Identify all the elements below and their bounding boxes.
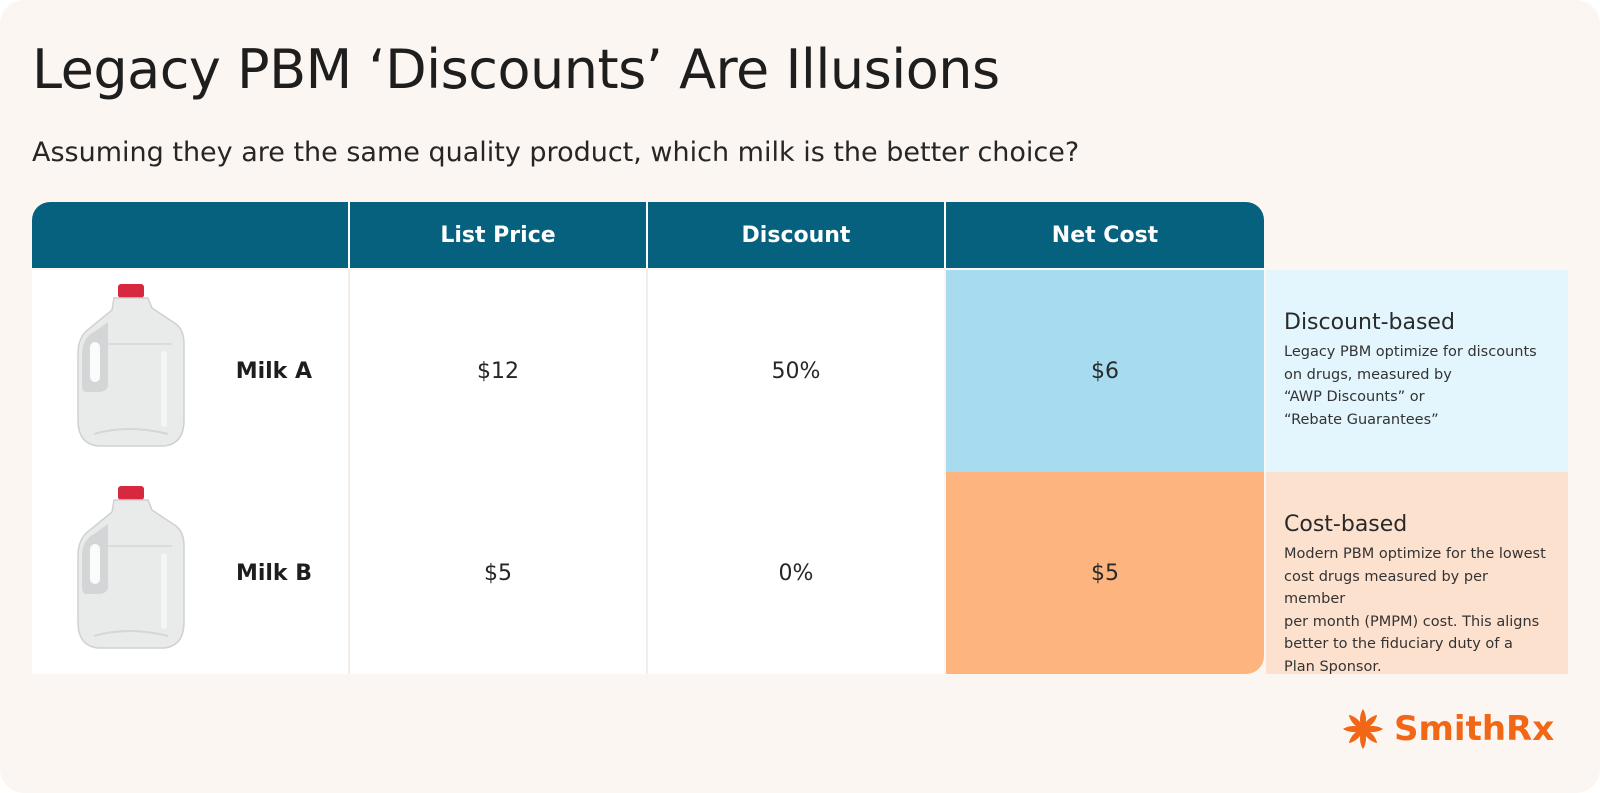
milk-jug-icon	[77, 486, 185, 649]
product-cell: Milk B	[32, 472, 352, 674]
header-product	[32, 202, 348, 268]
note-line: “Rebate Guarantees”	[1284, 411, 1439, 428]
note-line: Modern PBM optimize for the lowest	[1284, 546, 1546, 562]
note-heading: Cost-based	[1284, 512, 1408, 537]
note-heading: Discount-based	[1284, 310, 1455, 335]
page-subtitle: Assuming they are the same quality produ…	[32, 137, 1080, 168]
discount-cell: 0%	[646, 472, 944, 674]
smithrx-pinwheel-icon	[1343, 709, 1383, 749]
note-line: Legacy PBM optimize for discounts	[1284, 344, 1537, 360]
note-line: Plan Sponsor.	[1284, 658, 1382, 675]
page-title: Legacy PBM ‘Discounts’ Are Illusions	[32, 38, 1000, 101]
table-row: Milk B $5 0% $5	[32, 472, 1264, 674]
list-price-cell: $12	[348, 270, 646, 472]
header-list-price: List Price	[348, 202, 646, 268]
note-body: Legacy PBM optimize for discounts on dru…	[1284, 341, 1550, 431]
discount-based-note: Discount-based Legacy PBM optimize for d…	[1266, 270, 1568, 472]
table-header: List Price Discount Net Cost	[32, 202, 1264, 268]
note-body: Modern PBM optimize for the lowest cost …	[1284, 543, 1550, 678]
note-line: “AWP Discounts” or	[1284, 389, 1425, 405]
discount-cell: 50%	[646, 270, 944, 472]
note-line: cost drugs measured by per member	[1284, 568, 1488, 608]
note-line: per month (PMPM) cost. This aligns	[1284, 613, 1540, 630]
product-cell: Milk A	[32, 270, 352, 472]
net-cost-cell: $6	[946, 270, 1264, 472]
product-name: Milk A	[235, 358, 312, 384]
cost-based-note: Cost-based Modern PBM optimize for the l…	[1266, 472, 1568, 675]
note-line: better to the fiduciary duty of a	[1284, 636, 1513, 652]
net-cost-cell: $5	[946, 472, 1264, 674]
note-line: on drugs, measured by	[1284, 366, 1452, 383]
table-row: Milk A $12 50% $6	[32, 270, 1264, 472]
product-name: Milk B	[235, 560, 312, 586]
list-price-cell: $5	[348, 472, 646, 674]
milk-jug-icon	[77, 284, 185, 447]
smithrx-logo: SmithRx	[1340, 706, 1554, 752]
logo-text: SmithRx	[1394, 709, 1555, 749]
header-net-cost: Net Cost	[944, 202, 1264, 268]
header-discount: Discount	[646, 202, 944, 268]
